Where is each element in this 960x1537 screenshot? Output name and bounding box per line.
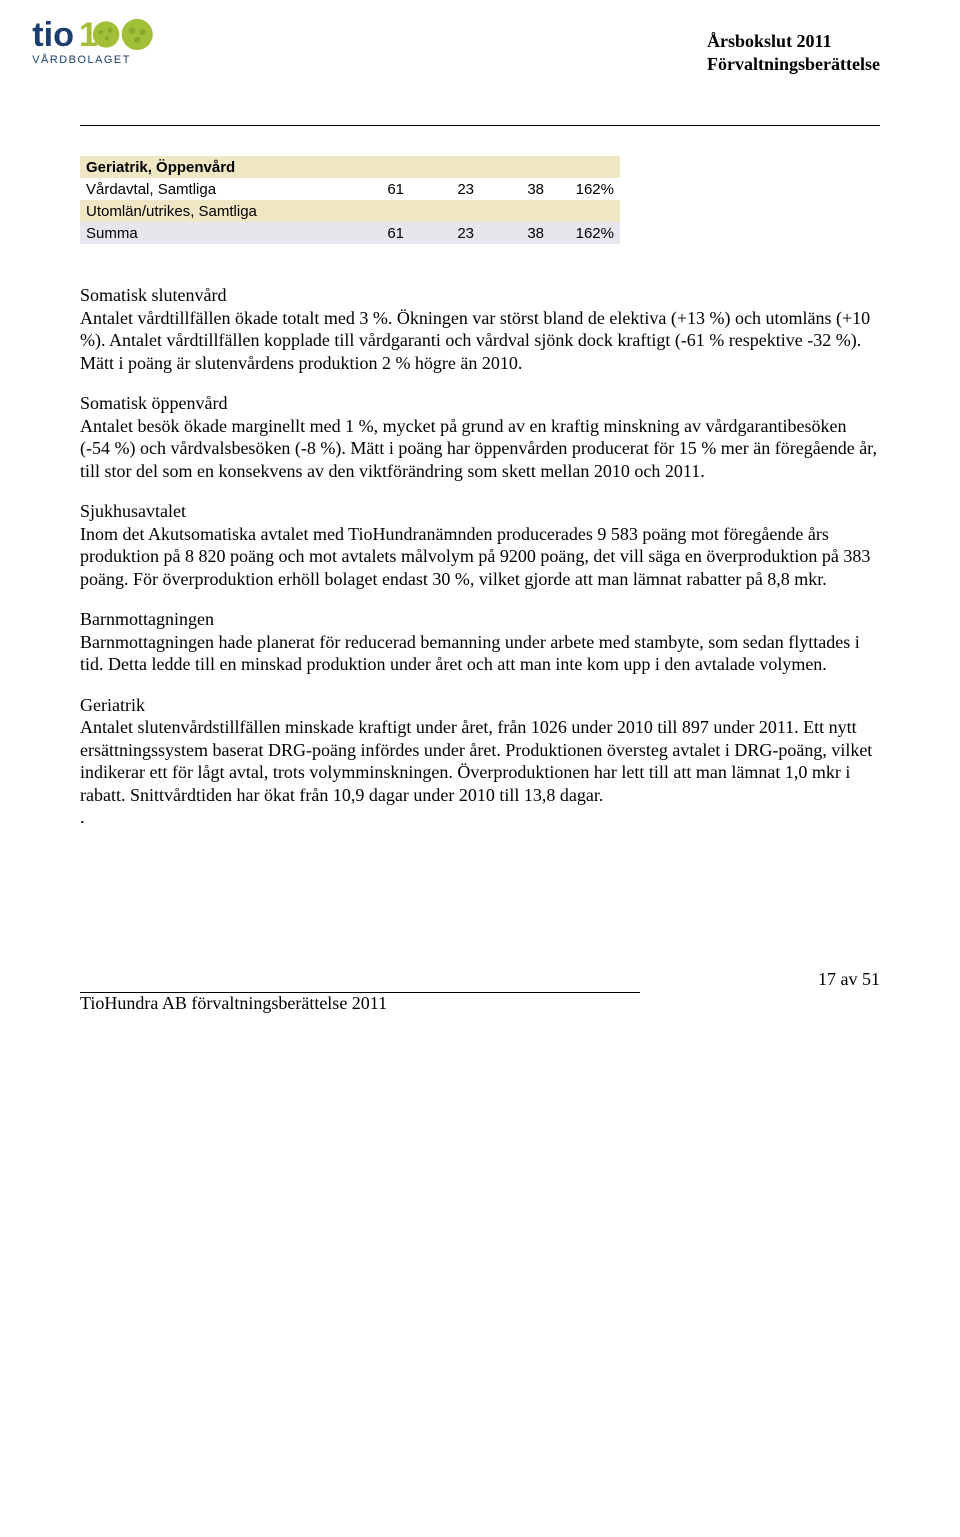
cell-value (340, 156, 410, 178)
footer-text: TioHundra AB förvaltningsberättelse 2011 (80, 993, 880, 1014)
brand-logo-svg: tio 1 VÅRDBOLAGET (30, 15, 190, 85)
header-meta: Årsbokslut 2011 Förvaltningsberättelse (707, 30, 880, 75)
cell-value (410, 200, 480, 222)
cell-value (480, 200, 550, 222)
table-row: Geriatrik, Öppenvård (80, 156, 620, 178)
cell-value: 61 (340, 222, 410, 244)
cell-value: 61 (340, 178, 410, 200)
table-row: Summa612338162% (80, 222, 620, 244)
row-label: Utomlän/utrikes, Samtliga (80, 200, 340, 222)
paragraph-text: Antalet slutenvårdstillfällen minskade k… (80, 716, 880, 806)
paragraph-heading: Geriatrik (80, 694, 880, 717)
header-line1: Årsbokslut 2011 (707, 30, 880, 53)
paragraph-text: Antalet besök ökade marginellt med 1 %, … (80, 415, 880, 483)
cell-value (340, 200, 410, 222)
cell-value: 162% (550, 178, 620, 200)
cell-value: 23 (410, 178, 480, 200)
table-row: Utomlän/utrikes, Samtliga (80, 200, 620, 222)
cell-value: 38 (480, 178, 550, 200)
header-divider (80, 125, 880, 126)
page-footer: 17 av 51 TioHundra AB förvaltningsberätt… (80, 969, 880, 1014)
row-label: Geriatrik, Öppenvård (80, 156, 340, 178)
cell-value: 162% (550, 222, 620, 244)
paragraph-heading: Somatisk slutenvård (80, 284, 880, 307)
table-row: Vårdavtal, Samtliga612338162% (80, 178, 620, 200)
cell-value (550, 156, 620, 178)
paragraph-heading: Somatisk öppenvård (80, 392, 880, 415)
data-table: Geriatrik, ÖppenvårdVårdavtal, Samtliga6… (80, 156, 620, 244)
page-number: 17 av 51 (818, 969, 880, 990)
cell-value (410, 156, 480, 178)
row-label: Vårdavtal, Samtliga (80, 178, 340, 200)
document-page: tio 1 VÅRDBOLAGET Årsbokslut 2011 Förval… (0, 0, 960, 1054)
paragraph-text: Antalet vårdtillfällen ökade totalt med … (80, 307, 880, 375)
paragraph-heading: Sjukhusavtalet (80, 500, 880, 523)
body-content: Somatisk slutenvårdAntalet vårdtillfälle… (80, 284, 880, 829)
cell-value (480, 156, 550, 178)
paragraph-text: Inom det Akutsomatiska avtalet med TioHu… (80, 523, 880, 591)
cell-value (550, 200, 620, 222)
logo: tio 1 VÅRDBOLAGET (30, 15, 190, 90)
header-line2: Förvaltningsberättelse (707, 53, 880, 76)
trailing-dot: . (80, 806, 880, 829)
logo-subtitle: VÅRDBOLAGET (32, 53, 131, 66)
svg-text:tio: tio (32, 16, 74, 54)
paragraph-heading: Barnmottagningen (80, 608, 880, 631)
paragraph-text: Barnmottagningen hade planerat för reduc… (80, 631, 880, 676)
cell-value: 23 (410, 222, 480, 244)
row-label: Summa (80, 222, 340, 244)
cell-value: 38 (480, 222, 550, 244)
